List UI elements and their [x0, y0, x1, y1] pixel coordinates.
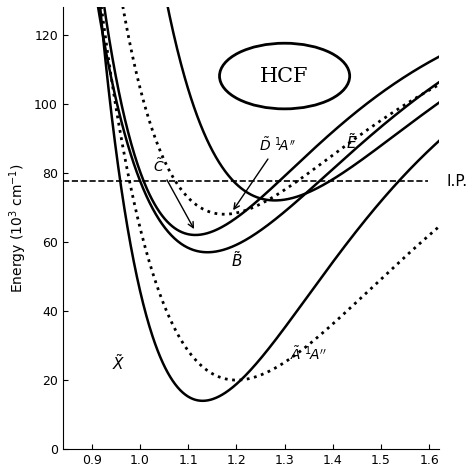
Text: $\tilde{X}$: $\tilde{X}$	[111, 353, 125, 373]
Text: I.P.: I.P.	[446, 174, 467, 189]
Text: HCF: HCF	[260, 66, 309, 85]
Y-axis label: Energy $(10^3\ \mathrm{cm}^{-1})$: Energy $(10^3\ \mathrm{cm}^{-1})$	[7, 163, 28, 293]
Text: $\tilde{E}$: $\tilde{E}$	[346, 132, 358, 152]
Text: $\tilde{C}$: $\tilde{C}$	[154, 157, 193, 228]
Text: $\tilde{B}$: $\tilde{B}$	[231, 250, 242, 270]
Text: $\tilde{D}\ ^1\!A^{\prime\prime}$: $\tilde{D}\ ^1\!A^{\prime\prime}$	[234, 137, 296, 209]
Text: $\tilde{A}\ ^1\!A^{\prime\prime}$: $\tilde{A}\ ^1\!A^{\prime\prime}$	[290, 345, 327, 363]
